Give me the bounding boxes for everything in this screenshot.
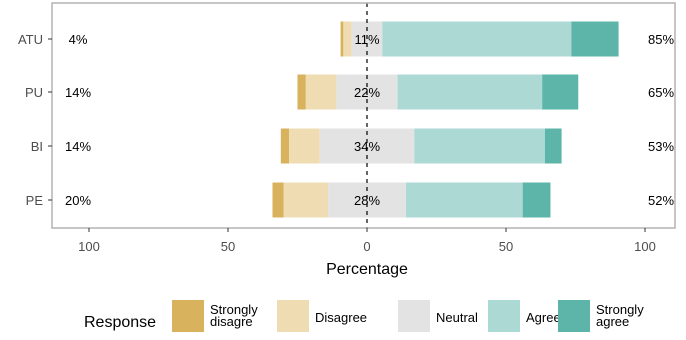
legend-label: disagre <box>210 314 253 329</box>
bar-disagree-pu <box>305 74 337 110</box>
bar-agree-pu <box>397 74 543 110</box>
bar-strongly-agree-pu <box>542 74 579 110</box>
bar-strongly-agree-bi <box>544 128 562 164</box>
legend-title: Response <box>84 314 156 331</box>
legend-label: Neutral <box>436 310 478 325</box>
bar-strongly-disagree-pu <box>297 74 306 110</box>
bar-strongly-disagree-pe <box>272 182 284 218</box>
legend-label: agree <box>596 314 629 329</box>
bar-disagree-pe <box>283 182 329 218</box>
x-tick-label: 50 <box>221 239 235 254</box>
right-percent-label: 53% <box>648 139 674 154</box>
legend-label: Disagree <box>315 310 367 325</box>
right-percent-label: 85% <box>648 32 674 47</box>
y-tick-label: ATU <box>18 32 43 47</box>
legend-key-strongly-disagree <box>172 300 204 332</box>
bar-strongly-agree-atu <box>571 21 619 57</box>
plot-panel-border <box>51 2 676 229</box>
bar-agree-bi <box>414 128 545 164</box>
x-axis-title: Percentage <box>326 261 408 278</box>
bar-strongly-disagree-bi <box>280 128 290 164</box>
legend-key-disagree <box>277 300 309 332</box>
neutral-percent-label: 11% <box>354 32 379 47</box>
bar-disagree-bi <box>289 128 320 164</box>
left-percent-label: 14% <box>65 85 91 100</box>
neutral-percent-label: 28% <box>354 193 380 208</box>
y-tick-label: BI <box>31 139 43 154</box>
bars-layer <box>272 21 619 218</box>
bar-agree-atu <box>382 21 572 57</box>
neutral-percent-label: 34% <box>354 139 380 154</box>
right-percent-label: 52% <box>648 193 674 208</box>
x-axis: 100 50 0 50 100 <box>78 228 656 254</box>
x-tick-label: 100 <box>78 239 100 254</box>
x-tick-label: 50 <box>499 239 513 254</box>
x-tick-label: 100 <box>634 239 656 254</box>
labels-layer: 4% 11% 85%14% 22% 65%14% 34% 53%20% 28% 52% <box>65 32 674 208</box>
legend-label: Strongly <box>210 302 258 317</box>
right-percent-label: 65% <box>648 85 674 100</box>
x-tick-label: 0 <box>363 239 370 254</box>
bar-agree-pe <box>405 182 523 218</box>
legend-key-strongly-agree <box>558 300 590 332</box>
bar-strongly-agree-pe <box>522 182 551 218</box>
left-percent-label: 14% <box>65 139 91 154</box>
y-tick-label: PU <box>25 85 43 100</box>
left-percent-label: 4% <box>69 32 88 47</box>
legend-key-agree <box>488 300 520 332</box>
bar-strongly-disagree-atu <box>340 21 344 57</box>
legend-label: Agree <box>526 310 561 325</box>
bar-disagree-atu <box>343 21 352 57</box>
legend-key-neutral <box>398 300 430 332</box>
legend-label: Strongly <box>596 302 644 317</box>
y-axis: ATU PU BI PE <box>18 32 52 208</box>
left-percent-label: 20% <box>65 193 91 208</box>
y-tick-label: PE <box>26 193 44 208</box>
